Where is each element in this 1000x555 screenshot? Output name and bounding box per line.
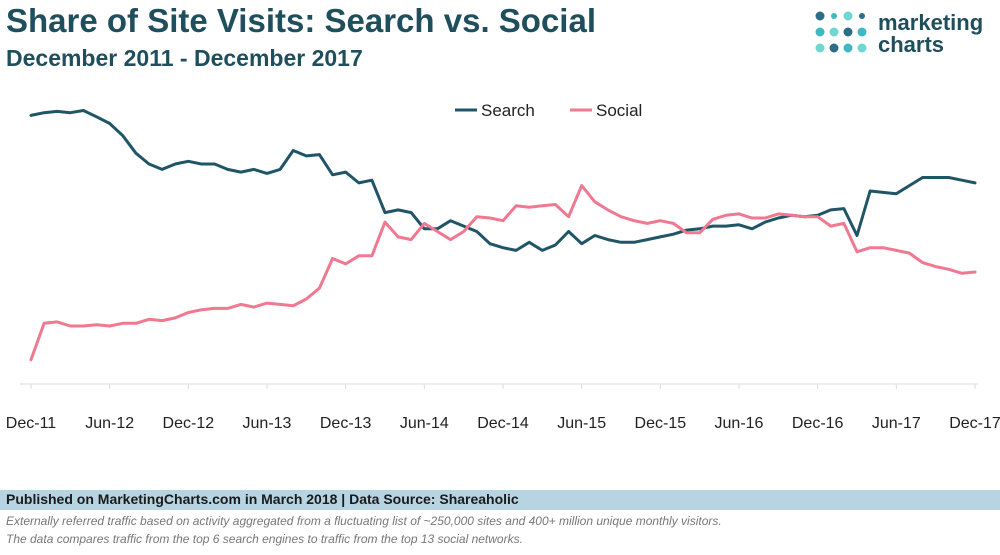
logo-dot <box>829 27 839 37</box>
x-tick-label: Jun-12 <box>85 415 134 432</box>
x-tick-label: Jun-16 <box>715 415 764 432</box>
logo-dot <box>857 43 867 53</box>
methodology-note-1: Externally referred traffic based on act… <box>6 514 722 528</box>
logo-dot <box>843 11 853 21</box>
x-tick-label: Jun-15 <box>557 415 606 432</box>
line-chart: Dec-11 Jun-12 Dec-12 Jun-13 Dec-13 Jun-14 Dec-… <box>6 101 1000 432</box>
logo-dot <box>829 43 839 53</box>
logo-dots-icon <box>815 11 867 53</box>
logo-dot <box>815 27 825 37</box>
x-tick-label: Jun-13 <box>243 415 292 432</box>
methodology-note-2: The data compares traffic from the top 6… <box>6 532 523 546</box>
logo-dot <box>815 11 825 21</box>
legend-label-social: Social <box>596 101 642 120</box>
legend-label-search: Search <box>481 101 535 120</box>
x-tick-label: Dec-12 <box>163 415 215 432</box>
logo-line-2: charts <box>878 32 945 57</box>
series-line-search <box>29 109 977 252</box>
chart-title: Share of Site Visits: Search vs. Social <box>6 2 596 39</box>
x-tick-label: Jun-14 <box>400 415 449 432</box>
logo-dot <box>843 43 853 53</box>
footer-bar: Published on MarketingCharts.com in Marc… <box>0 490 1000 510</box>
series-line-social <box>29 184 977 362</box>
x-tick-label: Dec-16 <box>792 415 844 432</box>
x-tick-label: Dec-15 <box>635 415 687 432</box>
marketingcharts-logo: marketing charts <box>814 8 994 60</box>
x-tick-label: Dec-17 <box>949 415 1000 432</box>
chart-subtitle: December 2011 - December 2017 <box>6 45 363 71</box>
logo-dot <box>857 27 867 37</box>
x-tick-label: Dec-13 <box>320 415 372 432</box>
x-tick-label: Dec-11 <box>6 415 56 432</box>
x-tick-label: Dec-14 <box>477 415 529 432</box>
x-tick-label: Jun-17 <box>872 415 921 432</box>
logo-dot <box>843 27 853 37</box>
logo-dot <box>815 43 825 53</box>
logo-dot <box>859 13 865 19</box>
source-text: Published on MarketingCharts.com in Marc… <box>6 491 519 507</box>
logo-wordmark: marketing charts <box>878 12 983 56</box>
logo-dot <box>831 13 837 19</box>
logo-line-1: marketing <box>878 10 984 35</box>
